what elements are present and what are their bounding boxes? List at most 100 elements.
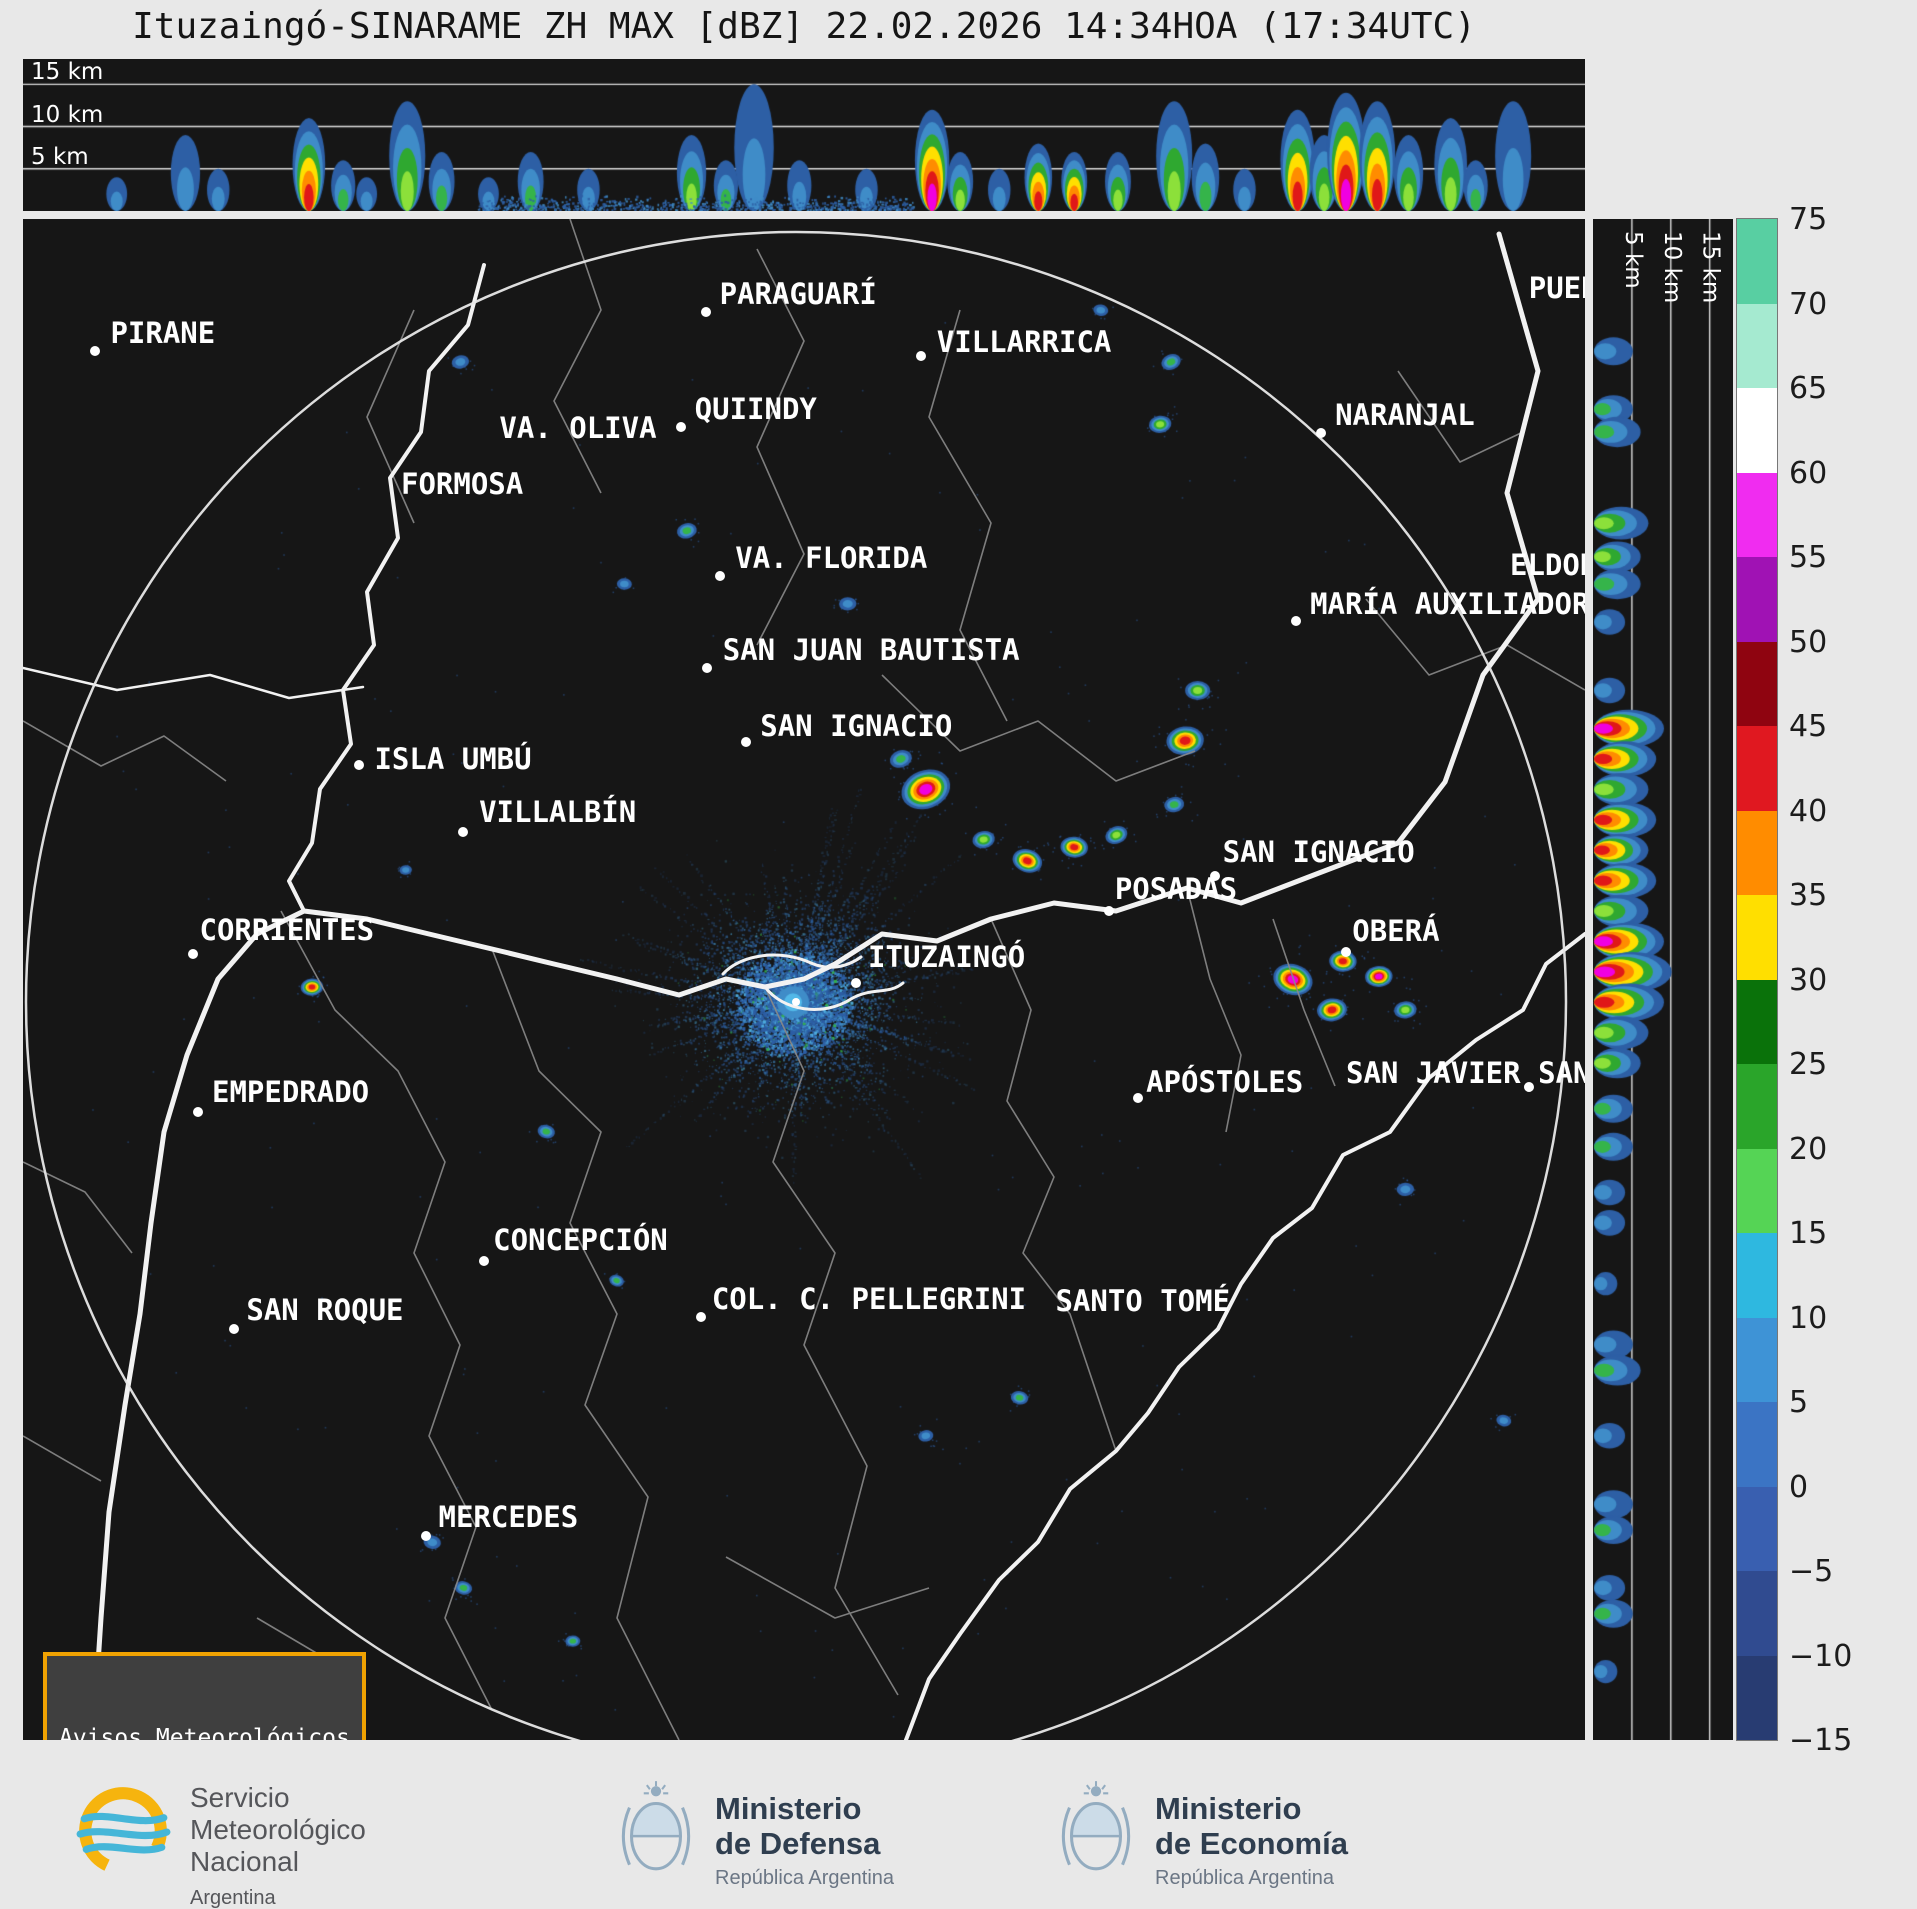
city-label: APÓSTOLES [1146, 1064, 1304, 1099]
city-dot [1291, 615, 1302, 626]
colorbar-tick-label: −15 [1789, 1723, 1853, 1758]
ministry-name-line: de Economía [1155, 1826, 1348, 1861]
city-dot [700, 306, 711, 317]
city-dot [353, 760, 364, 771]
city-label: SAN JAVIER [1346, 1055, 1521, 1090]
city-label: VA. FLORIDA [735, 541, 928, 576]
product-title: Ituzaingó-SINARAME ZH MAX [dBZ] 22.02.20… [132, 6, 1476, 47]
colorbar-segment [1737, 557, 1777, 642]
right-axis-labels: 5 km 10 km 15 km [1620, 231, 1724, 303]
province-borders [23, 219, 1585, 1740]
colorbar-tick-label: 30 [1789, 962, 1828, 998]
city-label: ISLA UMBÚ [374, 742, 532, 777]
city-label: EMPEDRADO [212, 1075, 370, 1110]
smn-country: Argentina [190, 1887, 276, 1909]
colorbar-tick-label: 60 [1789, 455, 1828, 491]
footer: Servicio Meteorológico Nacional Argentin… [0, 1745, 1917, 1909]
colorbar-segment [1737, 810, 1777, 895]
right-profile-canvas [1593, 219, 1733, 1740]
colorbar-tick-label: −5 [1789, 1554, 1834, 1589]
colorbar-segment [1737, 726, 1777, 811]
city-dot [228, 1324, 239, 1335]
smn-logo-block: Servicio Meteorológico Nacional Argentin… [72, 1780, 366, 1909]
top-profile-canvas [23, 59, 1585, 211]
colorbar-tick-label: 55 [1789, 540, 1828, 575]
colorbar-tick-label: 50 [1789, 624, 1828, 660]
city-label: COL. C. PELLEGRINI [711, 1282, 1027, 1317]
city-label: VA. OLIVA [499, 410, 657, 445]
argentina-crest-icon [1061, 1781, 1131, 1871]
city-dot [850, 977, 861, 988]
city-dot [1316, 428, 1327, 439]
city-dot [695, 1312, 706, 1323]
colorbar-tick-label: 65 [1789, 371, 1828, 406]
colorbar-segment [1737, 1571, 1777, 1656]
city-label: MERCEDES [438, 1499, 579, 1534]
city-dot [1209, 871, 1220, 882]
city-dot [420, 1531, 431, 1542]
colorbar-tick-label: 15 [1789, 1216, 1828, 1251]
smn-name-line: Meteorológico [190, 1814, 366, 1845]
city-dot [478, 1255, 489, 1266]
colorbar-tick-label: 70 [1789, 286, 1828, 322]
city-dot [188, 948, 199, 959]
city-label: VILLALBÍN [479, 795, 637, 830]
ministry-name-line: Ministerio [715, 1791, 862, 1826]
colorbar-segment [1737, 895, 1777, 980]
smn-name-line: Nacional [190, 1846, 299, 1877]
colorbar-segment [1737, 219, 1777, 304]
city-label: SAN [1538, 1055, 1585, 1090]
colorbar [1736, 218, 1778, 1741]
city-label: POSADAS [1114, 871, 1238, 906]
city-label: PIRANE [110, 316, 216, 351]
colorbar-tick-label: 0 [1789, 1469, 1809, 1505]
ministry-defensa-block: Ministerio de Defensa República Argentin… [615, 1777, 894, 1890]
city-dot [1133, 1093, 1144, 1104]
colorbar-segment [1737, 1486, 1777, 1571]
colorbar-segment [1737, 1402, 1777, 1487]
warning-box: Avisos Meteorológicos a Muy Corto Plazo [43, 1652, 366, 1740]
city-label: FORMOSA [401, 466, 524, 501]
colorbar-segment [1737, 979, 1777, 1064]
city-dot [675, 422, 686, 433]
colorbar-tick-label: 20 [1789, 1131, 1828, 1167]
colorbar-tick-label: 25 [1789, 1047, 1828, 1082]
city-label: CORRIENTES [199, 912, 375, 947]
ministry-name-line: de Defensa [715, 1826, 881, 1861]
ministry-subtitle: República Argentina [1155, 1867, 1335, 1889]
colorbar-tick-label: 40 [1789, 793, 1828, 829]
city-dot [192, 1106, 203, 1117]
ministry-subtitle: República Argentina [715, 1867, 895, 1889]
colorbar-segment [1737, 388, 1777, 473]
colorbar-tick-label: 35 [1789, 878, 1828, 913]
altitude-label: 15 km [1698, 231, 1724, 303]
ministry-name-line: Ministerio [1155, 1791, 1302, 1826]
altitude-label: 15 km [31, 59, 104, 86]
city-label: OBERÁ [1352, 914, 1440, 949]
colorbar-tick-label: 5 [1789, 1385, 1809, 1420]
city-label: VILLARRICA [936, 325, 1112, 360]
city-label: PUERTO [1528, 270, 1585, 305]
city-label: SANTO TOMÉ [1055, 1283, 1231, 1318]
rivers [23, 231, 1585, 1740]
smn-name-line: Servicio [190, 1782, 290, 1813]
city-label: SAN IGNACIO [1222, 835, 1415, 869]
colorbar-segment [1737, 303, 1777, 388]
city-label: MARÍA AUXILIADORA [1310, 587, 1585, 622]
colorbar-segment [1737, 1233, 1777, 1318]
city-dot [89, 346, 100, 357]
city-label: SAN IGNACIO [760, 708, 953, 743]
city-label: SAN ROQUE [246, 1292, 404, 1327]
colorbar-segment [1737, 1064, 1777, 1149]
colorbar-segment [1737, 1148, 1777, 1233]
colorbar-segment [1737, 641, 1777, 726]
colorbar-segment [1737, 1655, 1777, 1740]
city-label: ITUZAINGÓ [868, 939, 1026, 974]
altitude-label: 10 km [1659, 231, 1685, 303]
city-label: NARANJAL [1335, 398, 1475, 433]
city-label: PARAGUARÍ [719, 276, 877, 311]
altitude-label: 5 km [1620, 231, 1646, 289]
colorbar-tick-label: 75 [1789, 202, 1828, 237]
argentina-crest-icon [621, 1781, 691, 1871]
city-label: ELDORADO [1510, 547, 1585, 582]
